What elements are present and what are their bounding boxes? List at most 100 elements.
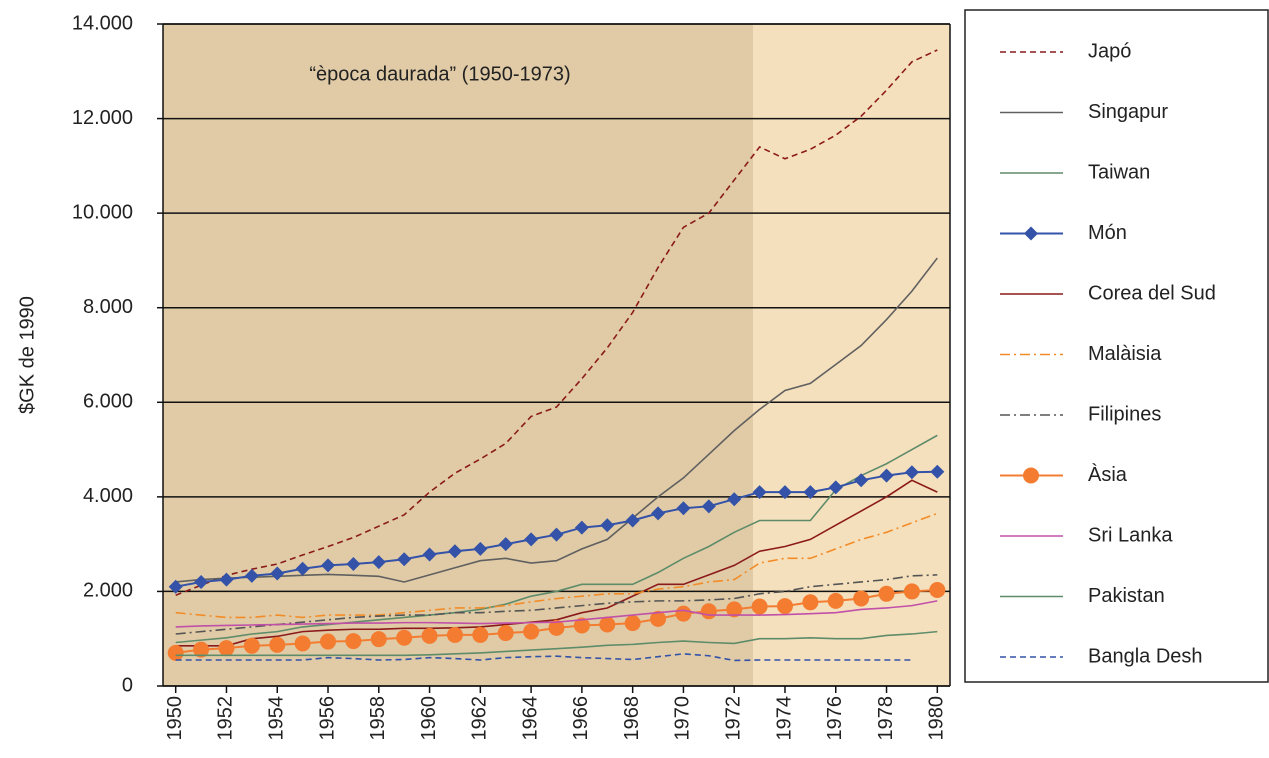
x-tick-label: 1956	[316, 696, 338, 741]
legend-label: Corea del Sud	[1088, 282, 1216, 304]
marker	[523, 623, 540, 640]
legend-label: Pakistan	[1088, 585, 1165, 607]
marker	[776, 598, 793, 615]
marker	[701, 499, 716, 514]
marker	[650, 610, 667, 627]
marker	[854, 473, 869, 488]
marker	[676, 501, 691, 516]
marker	[498, 537, 513, 552]
marker	[930, 464, 945, 479]
marker	[777, 485, 792, 500]
marker	[396, 629, 413, 646]
legend-box	[964, 9, 1269, 683]
marker	[397, 552, 412, 567]
x-tick-label: 1972	[722, 696, 744, 741]
x-tick-label: 1976	[824, 696, 846, 741]
x-tick-label: 1958	[367, 696, 389, 741]
marker	[625, 513, 640, 528]
y-tick-label: 6.000	[83, 391, 133, 413]
y-tick-label: 2.000	[83, 580, 133, 602]
marker	[346, 557, 361, 572]
marker	[548, 619, 565, 636]
x-tick-label: 1950	[164, 696, 186, 741]
legend-label: Taiwan	[1088, 161, 1150, 183]
y-tick-label: 12.000	[72, 107, 133, 129]
marker	[270, 566, 285, 581]
legend-label: Bangla Desh	[1088, 645, 1203, 667]
marker	[269, 636, 286, 653]
x-tick-label: 1968	[621, 696, 643, 741]
marker	[903, 583, 920, 600]
x-tick-label: 1954	[266, 696, 288, 741]
marker	[827, 592, 844, 609]
y-tick-label: 14.000	[72, 12, 133, 34]
marker	[294, 635, 311, 652]
x-tick-label: 1962	[469, 696, 491, 741]
marker	[193, 641, 210, 658]
x-tick-label: 1980	[926, 696, 948, 741]
series-line	[175, 434, 938, 644]
marker	[422, 547, 437, 562]
marker	[244, 568, 259, 583]
marker	[218, 640, 235, 657]
marker	[447, 544, 462, 559]
marker	[802, 594, 819, 611]
x-tick-label: 1960	[418, 696, 440, 741]
marker	[370, 631, 387, 648]
marker	[549, 527, 564, 542]
marker	[726, 601, 743, 618]
legend-label: Singapur	[1088, 101, 1168, 123]
marker	[421, 627, 438, 644]
legend-label: Japó	[1088, 40, 1131, 62]
x-tick-label: 1978	[875, 696, 897, 741]
marker	[219, 572, 234, 587]
marker	[853, 590, 870, 607]
marker	[321, 558, 336, 573]
series-line	[175, 600, 938, 628]
legend-label: Àsia	[1088, 463, 1128, 486]
marker	[194, 574, 209, 589]
marker	[446, 626, 463, 643]
marker	[929, 582, 946, 599]
marker	[1023, 467, 1039, 484]
marker	[524, 532, 539, 547]
marker	[700, 603, 717, 620]
marker	[320, 633, 337, 650]
x-tick-label: 1974	[773, 696, 795, 741]
series-line	[175, 512, 938, 619]
annotation: “època daurada” (1950-1973)	[309, 63, 570, 85]
marker	[727, 492, 742, 507]
marker	[879, 468, 894, 483]
marker	[345, 633, 362, 650]
marker	[675, 605, 692, 622]
x-tick-label: 1970	[672, 696, 694, 741]
y-tick-label: 4.000	[83, 485, 133, 507]
marker	[828, 480, 843, 495]
marker	[574, 520, 589, 535]
marker	[243, 637, 260, 654]
series-line	[175, 630, 938, 657]
marker	[167, 644, 184, 661]
legend-label: Sri Lanka	[1088, 524, 1173, 546]
y-axis-label: $GK de 1990	[16, 296, 38, 414]
series-line	[175, 574, 938, 635]
x-tick-label: 1952	[215, 696, 237, 741]
marker	[599, 616, 616, 633]
series-line	[175, 479, 938, 647]
marker	[472, 626, 489, 643]
series-line	[175, 653, 912, 662]
marker	[752, 485, 767, 500]
y-tick-label: 8.000	[83, 296, 133, 318]
y-tick-label: 10.000	[72, 201, 133, 223]
marker	[651, 506, 666, 521]
x-tick-label: 1964	[519, 696, 541, 741]
marker	[878, 585, 895, 602]
marker	[473, 541, 488, 556]
marker	[1024, 226, 1038, 241]
marker	[803, 485, 818, 500]
legend-label: Món	[1088, 222, 1127, 244]
legend-label: Malàisia	[1088, 343, 1162, 365]
marker	[624, 615, 641, 632]
marker	[600, 518, 615, 533]
